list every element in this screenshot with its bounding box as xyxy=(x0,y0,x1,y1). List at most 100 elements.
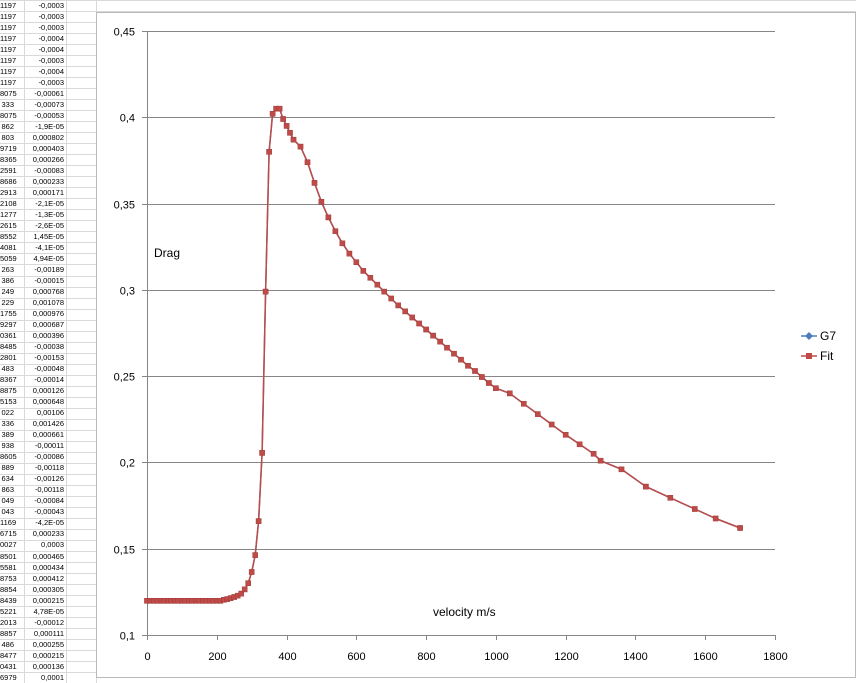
data-point-fit[interactable] xyxy=(241,586,248,593)
data-point-fit[interactable] xyxy=(402,308,409,315)
cell-b[interactable]: 0,000661 xyxy=(32,430,64,440)
cell-a[interactable]: 2801 xyxy=(0,353,17,363)
cell-b[interactable]: -0,00118 xyxy=(34,463,64,473)
cell-b[interactable]: -0,0003 xyxy=(38,55,64,65)
data-point-fit[interactable] xyxy=(712,515,719,522)
cell-b[interactable]: 0,000233 xyxy=(32,176,64,186)
cell-b[interactable]: -0,0003 xyxy=(38,22,64,32)
cell-a[interactable]: 0431 xyxy=(0,661,17,671)
cell-a[interactable]: 043 xyxy=(1,507,14,517)
data-point-fit[interactable] xyxy=(255,518,262,524)
cell-a[interactable]: 1197 xyxy=(0,33,17,43)
cell-b[interactable]: 0,000465 xyxy=(32,551,64,561)
cell-b[interactable]: 0,000687 xyxy=(32,320,64,330)
cell-b[interactable]: -0,00126 xyxy=(34,474,64,484)
cell-a[interactable]: 5153 xyxy=(0,397,17,407)
data-point-fit[interactable] xyxy=(507,390,513,397)
cell-a[interactable]: 249 xyxy=(1,287,14,297)
cell-a[interactable]: 386 xyxy=(1,276,14,285)
data-point-fit[interactable] xyxy=(562,432,569,438)
cell-b[interactable]: -0,00011 xyxy=(34,441,64,451)
cell-a[interactable]: 336 xyxy=(1,419,14,429)
cell-a[interactable]: 1197 xyxy=(0,44,17,54)
cell-b[interactable]: 0,000255 xyxy=(32,639,64,649)
cell-b[interactable]: -0,00083 xyxy=(34,165,64,175)
cell-a[interactable]: 1197 xyxy=(0,66,17,76)
data-point-fit[interactable] xyxy=(374,281,381,288)
cell-b[interactable]: -0,00073 xyxy=(34,99,64,109)
data-point-fit[interactable] xyxy=(472,368,478,374)
cell-b[interactable]: 4,78E-05 xyxy=(33,606,64,616)
cell-a[interactable]: 486 xyxy=(1,639,14,649)
data-point-fit[interactable] xyxy=(297,143,304,150)
data-point-fit[interactable] xyxy=(692,506,698,512)
cell-a[interactable]: 8552 xyxy=(0,231,17,241)
cell-b[interactable]: 0,000648 xyxy=(32,397,64,407)
cell-b[interactable]: 0,000215 xyxy=(32,650,64,660)
data-point-fit[interactable] xyxy=(479,374,485,380)
data-point-fit[interactable] xyxy=(493,385,499,392)
cell-b[interactable]: 0,000126 xyxy=(32,386,64,396)
cell-a[interactable]: 9297 xyxy=(0,320,17,330)
data-point-fit[interactable] xyxy=(430,332,436,339)
cell-a[interactable]: 1197 xyxy=(0,55,17,65)
cell-a[interactable]: 6979 xyxy=(0,672,17,682)
cell-a[interactable]: 8605 xyxy=(0,452,17,462)
cell-a[interactable]: 862 xyxy=(1,121,14,131)
cell-a[interactable]: 8857 xyxy=(0,628,17,638)
data-point-fit[interactable] xyxy=(287,129,293,136)
cell-b[interactable]: 0,000136 xyxy=(32,661,64,671)
data-point-fit[interactable] xyxy=(353,259,360,266)
cell-b[interactable]: 0,000305 xyxy=(32,584,64,594)
cell-b[interactable]: 0,000111 xyxy=(33,628,64,638)
cell-b[interactable]: 0,000233 xyxy=(32,529,64,539)
cell-b[interactable]: -0,00084 xyxy=(34,496,64,506)
cell-b[interactable]: 0,001426 xyxy=(32,419,64,429)
cell-a[interactable]: 049 xyxy=(1,496,14,506)
data-point-fit[interactable] xyxy=(444,344,450,351)
cell-a[interactable]: 8367 xyxy=(0,375,17,385)
data-point-fit[interactable] xyxy=(360,268,367,274)
data-point-fit[interactable] xyxy=(597,457,604,464)
cell-a[interactable]: 634 xyxy=(1,474,14,484)
data-point-fit[interactable] xyxy=(521,401,527,407)
cell-b[interactable]: -4,1E-05 xyxy=(35,242,64,252)
cell-b[interactable]: -0,00015 xyxy=(34,276,64,285)
cell-a[interactable]: 2108 xyxy=(0,198,17,208)
cell-a[interactable]: 6715 xyxy=(0,529,17,539)
data-point-fit[interactable] xyxy=(311,180,318,186)
cell-b[interactable]: -4,2E-05 xyxy=(35,518,64,528)
cell-a[interactable]: 8439 xyxy=(0,595,17,605)
data-point-fit[interactable] xyxy=(318,198,325,205)
cell-a[interactable]: 022 xyxy=(1,408,14,418)
cell-b[interactable]: -0,00086 xyxy=(34,452,64,462)
cell-a[interactable]: 1197 xyxy=(0,11,17,21)
cell-b[interactable]: -0,0004 xyxy=(38,33,64,43)
cell-a[interactable]: 263 xyxy=(1,264,14,274)
cell-b[interactable]: 0,001078 xyxy=(32,298,64,308)
cell-a[interactable]: 5221 xyxy=(0,606,17,616)
cell-b[interactable]: -2,1E-05 xyxy=(35,198,64,208)
cell-a[interactable]: 1277 xyxy=(0,209,17,219)
cell-b[interactable]: -1,9E-05 xyxy=(35,121,64,131)
chart-area[interactable]: 0,1 0,15 0,2 0,25 0,3 0,35 0,4 0,45 0 200 400 600 80… xyxy=(96,12,856,678)
cell-b[interactable]: -0,00043 xyxy=(34,507,64,517)
data-point-fit[interactable] xyxy=(576,441,583,448)
data-point-fit[interactable] xyxy=(276,105,283,112)
cell-b[interactable]: -0,00118 xyxy=(34,485,64,495)
cell-a[interactable]: 8485 xyxy=(0,342,17,352)
cell-a[interactable]: 8365 xyxy=(0,154,17,164)
cell-a[interactable]: 4081 xyxy=(0,242,17,252)
cell-b[interactable]: -0,00053 xyxy=(34,110,64,120)
cell-b[interactable]: 1,45E-05 xyxy=(33,231,64,241)
cell-b[interactable]: -1,3E-05 xyxy=(35,209,64,219)
data-point-fit[interactable] xyxy=(238,590,245,597)
cell-b[interactable]: 0,000171 xyxy=(32,187,64,197)
data-point-fit[interactable] xyxy=(388,295,395,302)
data-point-fit[interactable] xyxy=(535,411,541,417)
cell-b[interactable]: -0,0003 xyxy=(38,11,64,21)
cell-a[interactable]: 9719 xyxy=(0,143,17,153)
cell-b[interactable]: 0,000768 xyxy=(32,287,64,297)
cell-b[interactable]: -0,00014 xyxy=(34,375,64,385)
data-point-fit[interactable] xyxy=(416,320,422,327)
